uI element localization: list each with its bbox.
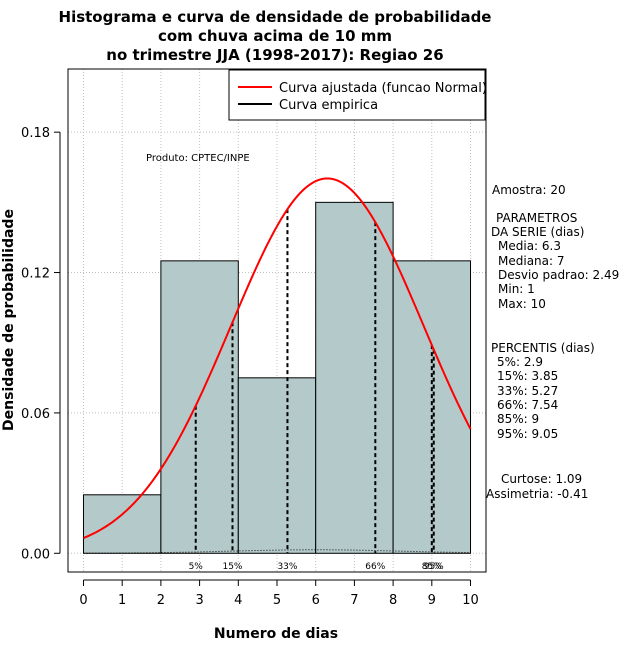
- percentile-label-1: 15%: [222, 562, 242, 572]
- x-tick-label-9: 9: [428, 593, 436, 608]
- param-min: Min: 1: [498, 282, 535, 296]
- chart-title-line-3: no trimestre JJA (1998-2017): Regiao 26: [106, 46, 443, 64]
- chart-title: Histograma e curva de densidade de proba…: [59, 8, 492, 64]
- stat-assimetria: Assimetria: -0.41: [486, 487, 588, 501]
- percentil-15: 15%: 3.85: [497, 369, 558, 383]
- x-tick-label-10: 10: [462, 593, 479, 608]
- stat-amostra: Amostra: 20: [492, 183, 566, 197]
- y-tick-label-2: 0.12: [21, 267, 50, 282]
- normal-curve-line: [83, 177, 472, 539]
- y-tick-label-1: 0.06: [21, 407, 50, 422]
- x-tick-label-2: 2: [157, 593, 165, 608]
- chart-title-line-1: Histograma e curva de densidade de proba…: [59, 8, 492, 26]
- x-tick-label-8: 8: [389, 593, 397, 608]
- percentile-labels: 5% 15% 33% 66% 85%95%: [189, 562, 445, 572]
- histogram-bar-2: [237, 377, 317, 554]
- params-title-2: DA SERIE (dias): [491, 225, 584, 239]
- percentil-85: 85%: 9: [497, 412, 539, 426]
- credit-label: Produto: CPTEC/INPE: [146, 153, 250, 164]
- chart-title-line-2: com chuva acima de 10 mm: [158, 27, 392, 45]
- percentile-label-3: 66%: [365, 562, 385, 572]
- percentil-33: 33%: 5.27: [497, 384, 558, 398]
- x-axis: 0 1 2 3 4 5 6 7 8 9 10: [79, 579, 479, 608]
- param-desvio: Desvio padrao: 2.49: [498, 268, 619, 282]
- histogram-bar-1: [160, 260, 239, 554]
- param-media: Media: 6.3: [498, 239, 561, 253]
- legend-box: [228, 69, 486, 121]
- percentil-95: 95%: 9.05: [497, 427, 558, 441]
- histogram-bar-3: [315, 201, 394, 554]
- x-axis-title: Numero de dias: [214, 626, 338, 642]
- x-tick-label-6: 6: [312, 593, 320, 608]
- percentis-title: PERCENTIS (dias): [491, 341, 595, 355]
- legend: Curva ajustada (funcao Normal) Curva emp…: [228, 69, 487, 121]
- y-tick-label-3: 0.18: [21, 126, 50, 141]
- percentile-label-2: 33%: [277, 562, 297, 572]
- x-tick-label-4: 4: [234, 593, 242, 608]
- x-tick-label-1: 1: [118, 593, 126, 608]
- percentil-66: 66%: 7.54: [497, 398, 558, 412]
- param-mediana: Mediana: 7: [498, 254, 565, 268]
- y-axis: 0.00 0.06 0.12 0.18: [21, 126, 61, 562]
- y-tick-label-0: 0.00: [21, 547, 50, 562]
- percentile-label-4: 85%: [422, 562, 442, 572]
- histogram-bars: [82, 201, 472, 554]
- plot-frame: [67, 68, 487, 573]
- legend-label-empirica: Curva empirica: [279, 98, 378, 113]
- percentile-label-0: 5%: [189, 562, 204, 572]
- legend-label-normal: Curva ajustada (funcao Normal): [279, 81, 487, 96]
- percentile-label-5: 95%: [424, 562, 444, 572]
- histogram-bar-0: [82, 494, 162, 554]
- histogram-bar-4: [392, 260, 472, 554]
- x-tick-label-0: 0: [79, 593, 87, 608]
- percentil-5: 5%: 2.9: [497, 355, 543, 369]
- param-max: Max: 10: [498, 297, 546, 311]
- params-title-1: PARAMETROS: [496, 211, 577, 225]
- y-axis-title: Densidade de probabilidade: [1, 209, 17, 431]
- percentile-lines: [194, 209, 435, 554]
- x-tick-label-7: 7: [350, 593, 358, 608]
- stat-curtose: Curtose: 1.09: [501, 472, 582, 486]
- x-tick-label-3: 3: [195, 593, 203, 608]
- stats-panel: Amostra: 20 PARAMETROS DA SERIE (dias) M…: [486, 183, 619, 501]
- x-tick-label-5: 5: [273, 593, 281, 608]
